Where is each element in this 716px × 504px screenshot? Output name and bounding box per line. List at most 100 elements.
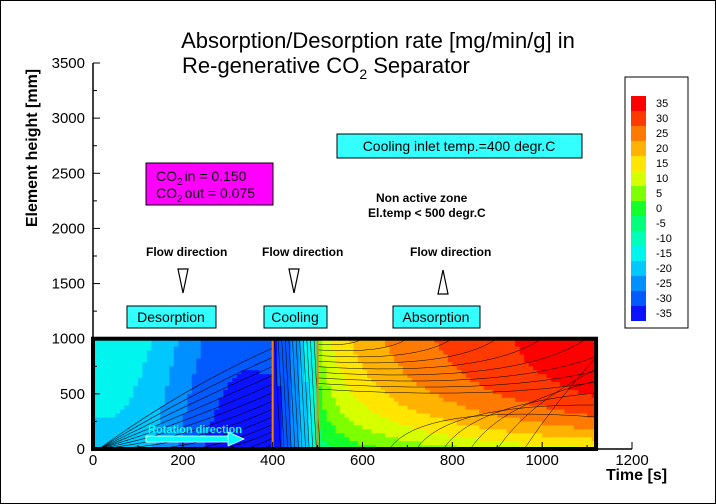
contour-cell bbox=[560, 350, 566, 356]
contour-cell bbox=[335, 378, 341, 383]
contour-cell bbox=[236, 354, 242, 360]
contour-cell bbox=[380, 354, 386, 360]
contour-cell bbox=[241, 429, 247, 434]
contour-cell bbox=[528, 413, 534, 419]
contour-cell bbox=[537, 382, 543, 387]
contour-cell bbox=[429, 370, 435, 375]
contour-cell bbox=[542, 370, 548, 375]
contour-cell bbox=[443, 350, 449, 356]
contour-cell bbox=[375, 409, 382, 415]
contour-cell bbox=[93, 441, 99, 446]
contour-cell bbox=[537, 393, 543, 399]
contour-cell bbox=[155, 366, 161, 371]
contour-cell bbox=[209, 362, 215, 367]
contour-cell bbox=[268, 342, 274, 348]
contour-cell bbox=[155, 409, 161, 415]
contour-cell bbox=[106, 366, 112, 371]
contour-cell bbox=[281, 441, 287, 446]
contour-cell bbox=[254, 397, 260, 403]
contour-cell bbox=[97, 397, 103, 403]
contour-cell bbox=[555, 417, 561, 423]
contour-cell bbox=[308, 437, 314, 442]
contour-cell bbox=[384, 339, 391, 344]
contour-cell bbox=[146, 362, 152, 367]
contour-cell bbox=[438, 370, 444, 375]
contour-cell bbox=[398, 433, 404, 438]
contour-cell bbox=[119, 385, 126, 391]
contour-cell bbox=[137, 358, 144, 363]
contour-cell bbox=[250, 417, 256, 423]
legend-swatch bbox=[631, 156, 646, 171]
contour-cell bbox=[528, 409, 534, 415]
x-tick-label: 400 bbox=[260, 452, 285, 469]
contour-cell bbox=[456, 378, 462, 383]
contour-cell bbox=[375, 417, 382, 423]
contour-cell bbox=[510, 362, 516, 367]
contour-cell bbox=[497, 382, 503, 387]
contour-cell bbox=[546, 421, 552, 426]
contour-cell bbox=[93, 354, 99, 360]
contour-cell bbox=[407, 378, 413, 383]
contour-cell bbox=[322, 409, 328, 415]
contour-cell bbox=[488, 370, 494, 375]
contour-cell bbox=[564, 429, 570, 434]
contour-cell bbox=[322, 378, 328, 383]
contour-cell bbox=[133, 405, 139, 411]
contour-cell bbox=[97, 433, 103, 438]
contour-cell bbox=[124, 366, 130, 371]
contour-cell bbox=[407, 393, 413, 399]
contour-cell bbox=[515, 382, 521, 387]
contour-cell bbox=[407, 409, 413, 415]
contour-cell bbox=[335, 389, 341, 395]
contour-cell bbox=[362, 389, 368, 395]
contour-cell bbox=[268, 370, 274, 375]
contour-cell bbox=[250, 370, 256, 375]
contour-cell bbox=[106, 429, 112, 434]
contour-cell bbox=[528, 378, 534, 383]
contour-cell bbox=[313, 397, 319, 403]
contour-cell bbox=[322, 354, 328, 360]
contour-cell bbox=[326, 389, 332, 395]
contour-cell bbox=[308, 385, 314, 391]
contour-cell bbox=[569, 413, 575, 419]
contour-cell bbox=[164, 433, 170, 438]
contour-cell bbox=[366, 405, 373, 411]
contour-cell bbox=[362, 362, 368, 367]
contour-cell bbox=[340, 362, 346, 367]
contour-cell bbox=[286, 358, 292, 363]
contour-cell bbox=[375, 378, 382, 383]
contour-cell bbox=[510, 433, 516, 438]
contour-cell bbox=[245, 437, 251, 442]
contour-cell bbox=[344, 433, 350, 438]
contour-cell bbox=[128, 350, 135, 356]
contour-cell bbox=[425, 350, 431, 356]
contour-cell bbox=[528, 421, 534, 426]
contour-cell bbox=[447, 393, 453, 399]
contour-cell bbox=[299, 346, 305, 352]
contour-cell bbox=[510, 370, 516, 375]
legend-swatch bbox=[631, 186, 646, 201]
absorption-label-box bbox=[392, 305, 481, 329]
contour-cell bbox=[542, 441, 548, 446]
contour-cell bbox=[97, 401, 103, 407]
contour-cell bbox=[349, 378, 355, 383]
contour-cell bbox=[371, 441, 377, 446]
contour-cell bbox=[411, 437, 417, 442]
contour-cell bbox=[236, 405, 242, 411]
legend-swatch bbox=[631, 306, 646, 321]
contour-cell bbox=[470, 429, 476, 434]
contour-cell bbox=[411, 393, 417, 399]
contour-cell bbox=[524, 421, 530, 426]
contour-cell bbox=[155, 421, 161, 426]
contour-cell bbox=[555, 378, 561, 383]
contour-cell bbox=[461, 429, 467, 434]
legend-label: 25 bbox=[656, 128, 668, 140]
contour-cell bbox=[308, 425, 314, 430]
contour-cell bbox=[281, 429, 287, 434]
contour-cell bbox=[241, 409, 247, 415]
contour-cell bbox=[438, 354, 444, 360]
contour-cell bbox=[425, 417, 431, 423]
contour-cell bbox=[241, 374, 247, 379]
contour-cell bbox=[268, 354, 274, 360]
contour-cell bbox=[353, 425, 359, 430]
